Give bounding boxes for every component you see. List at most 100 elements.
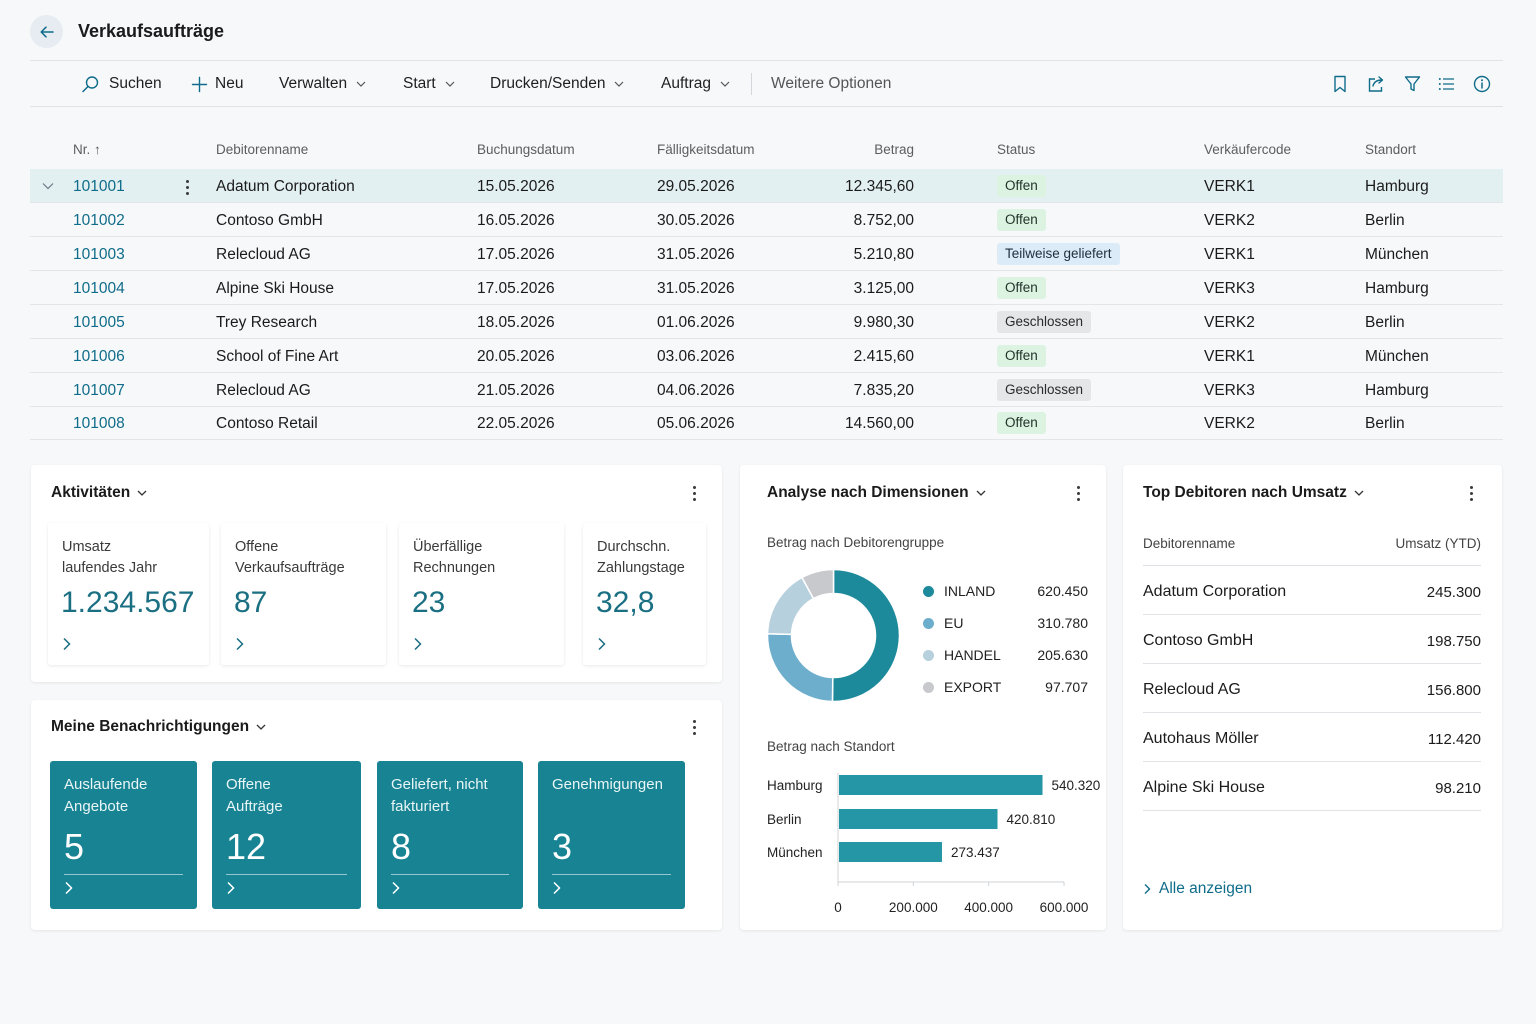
new-button[interactable]: Neu bbox=[191, 74, 243, 94]
table-row[interactable]: 101004 Alpine Ski House 17.05.2026 31.05… bbox=[30, 271, 1503, 305]
print-send-menu[interactable]: Drucken/Senden bbox=[490, 74, 625, 94]
print-send-label: Drucken/Senden bbox=[490, 75, 606, 92]
filter-icon bbox=[1404, 76, 1420, 92]
tile-value: 23 bbox=[412, 586, 446, 619]
activities-title[interactable]: Aktivitäten bbox=[51, 484, 148, 502]
bookmark-button[interactable] bbox=[1330, 74, 1350, 94]
customer-sales: 98.210 bbox=[1435, 780, 1481, 797]
table-row[interactable]: 101001 Adatum Corporation 15.05.2026 29.… bbox=[30, 169, 1503, 203]
legend-item[interactable]: EU 310.780 bbox=[923, 615, 1088, 635]
list-item[interactable]: Autohaus Möller 112.420 bbox=[1143, 713, 1481, 762]
tile-value: 8 bbox=[391, 826, 412, 867]
list-item[interactable]: Relecloud AG 156.800 bbox=[1143, 664, 1481, 713]
order-number-link[interactable]: 101005 bbox=[73, 314, 125, 331]
top-customers-title[interactable]: Top Debitoren nach Umsatz bbox=[1143, 484, 1365, 502]
chevron-down-icon[interactable] bbox=[42, 181, 54, 191]
amount: 14.560,00 bbox=[845, 415, 914, 432]
x-tick-label: 400.000 bbox=[964, 900, 1013, 915]
posting-date: 18.05.2026 bbox=[477, 314, 555, 331]
donut-legend: INLAND 620.450 EU 310.780 HANDEL 205.630 EXPOR… bbox=[923, 583, 1088, 695]
column-header-salesperson[interactable]: Verkäufercode bbox=[1204, 142, 1292, 157]
tile-value: 5 bbox=[64, 826, 85, 867]
notification-tile-approvals[interactable]: Genehmigungen 3 bbox=[538, 761, 685, 909]
notification-tile-shipped-not-invoiced[interactable]: Geliefert, nicht fakturiert 8 bbox=[377, 761, 523, 909]
start-menu[interactable]: Start bbox=[403, 74, 456, 94]
analysis-title[interactable]: Analyse nach Dimensionen bbox=[767, 484, 987, 502]
donut-slice-export[interactable] bbox=[800, 568, 835, 600]
table-row[interactable]: 101002 Contoso GmbH 16.05.2026 30.05.202… bbox=[30, 203, 1503, 237]
legend-item[interactable]: EXPORT 97.707 bbox=[923, 679, 1088, 699]
due-date: 04.06.2026 bbox=[657, 382, 735, 399]
manage-menu[interactable]: Verwalten bbox=[279, 74, 367, 94]
legend-item[interactable]: HANDEL 205.630 bbox=[923, 647, 1088, 667]
more-options-button[interactable]: Weitere Optionen bbox=[771, 74, 891, 94]
notifications-menu-button[interactable] bbox=[691, 720, 697, 735]
salesperson-code: VERK2 bbox=[1204, 415, 1255, 432]
legend-value: 97.707 bbox=[1045, 679, 1088, 695]
order-number-link[interactable]: 101002 bbox=[73, 212, 125, 229]
table-row[interactable]: 101005 Trey Research 18.05.2026 01.06.20… bbox=[30, 305, 1503, 339]
row-actions-button[interactable] bbox=[184, 180, 190, 195]
share-button[interactable] bbox=[1366, 74, 1386, 94]
column-header-amount[interactable]: Betrag bbox=[874, 142, 914, 157]
legend-item[interactable]: INLAND 620.450 bbox=[923, 583, 1088, 603]
list-item[interactable]: Alpine Ski House 98.210 bbox=[1143, 762, 1481, 811]
bar-2[interactable] bbox=[839, 842, 942, 862]
activity-tile-open-orders[interactable]: Offene Verkaufsaufträge 87 bbox=[221, 523, 386, 665]
x-tick-label: 0 bbox=[834, 900, 842, 915]
status-badge: Offen bbox=[997, 345, 1046, 367]
column-header-customer[interactable]: Debitorenname bbox=[216, 142, 309, 157]
list-item[interactable]: Contoso GmbH 198.750 bbox=[1143, 615, 1481, 664]
bar-0[interactable] bbox=[839, 775, 1043, 795]
tile-label: Genehmigungen bbox=[552, 776, 663, 793]
notifications-title[interactable]: Meine Benachrichtigungen bbox=[51, 718, 267, 736]
notification-tile-expiring-quotes[interactable]: Auslaufende Angebote 5 bbox=[50, 761, 197, 909]
order-number-link[interactable]: 101003 bbox=[73, 246, 125, 263]
column-header-status[interactable]: Status bbox=[997, 142, 1036, 157]
order-number-link[interactable]: 101007 bbox=[73, 382, 125, 399]
chevron-right-icon bbox=[414, 637, 422, 651]
donut-slice-inland[interactable] bbox=[831, 568, 901, 703]
order-number-link[interactable]: 101004 bbox=[73, 280, 125, 297]
table-row[interactable]: 101006 School of Fine Art 20.05.2026 03.… bbox=[30, 339, 1503, 373]
list-view-button[interactable] bbox=[1436, 74, 1456, 94]
info-button[interactable] bbox=[1472, 74, 1492, 94]
table-row[interactable]: 101007 Relecloud AG 21.05.2026 04.06.202… bbox=[30, 373, 1503, 407]
salesperson-code: VERK1 bbox=[1204, 246, 1255, 263]
posting-date: 20.05.2026 bbox=[477, 348, 555, 365]
column-header-posting-date[interactable]: Buchungsdatum bbox=[477, 142, 575, 157]
back-button[interactable] bbox=[30, 15, 63, 48]
activity-tile-overdue-invoices[interactable]: Überfällige Rechnungen 23 bbox=[399, 523, 564, 665]
column-header-number[interactable]: Nr. ↑ bbox=[73, 142, 101, 157]
due-date: 31.05.2026 bbox=[657, 280, 735, 297]
bar-1[interactable] bbox=[839, 809, 998, 829]
activities-menu-button[interactable] bbox=[691, 486, 697, 501]
order-number-link[interactable]: 101008 bbox=[73, 415, 125, 432]
activity-tile-avg-payment-days[interactable]: Durchschn. Zahlungstage 32,8 bbox=[583, 523, 706, 665]
column-header-location[interactable]: Standort bbox=[1365, 142, 1417, 157]
salesperson-code: VERK2 bbox=[1204, 314, 1255, 331]
filter-button[interactable] bbox=[1402, 74, 1422, 94]
table-row[interactable]: 101003 Relecloud AG 17.05.2026 31.05.202… bbox=[30, 237, 1503, 271]
location: München bbox=[1365, 246, 1429, 263]
column-header-due-date[interactable]: Fälligkeitsdatum bbox=[657, 142, 755, 157]
order-number-link[interactable]: 101001 bbox=[73, 178, 125, 195]
list-item[interactable]: Adatum Corporation 245.300 bbox=[1143, 566, 1481, 615]
show-all-link[interactable]: Alle anzeigen bbox=[1143, 880, 1252, 898]
show-all-label: Alle anzeigen bbox=[1159, 880, 1253, 897]
search-label: Suchen bbox=[109, 75, 162, 92]
donut-slice-eu[interactable] bbox=[766, 632, 834, 703]
order-number-link[interactable]: 101006 bbox=[73, 348, 125, 365]
notification-tile-open-orders[interactable]: Offene Aufträge 12 bbox=[212, 761, 361, 909]
search-button[interactable]: Suchen bbox=[81, 74, 162, 94]
order-menu[interactable]: Auftrag bbox=[661, 74, 731, 94]
chevron-right-icon bbox=[392, 881, 400, 895]
analysis-menu-button[interactable] bbox=[1075, 486, 1081, 501]
search-icon bbox=[82, 75, 99, 92]
toolbar-divider bbox=[30, 106, 1503, 107]
top-customers-menu-button[interactable] bbox=[1468, 486, 1474, 501]
table-row[interactable]: 101008 Contoso Retail 22.05.2026 05.06.2… bbox=[30, 406, 1503, 440]
top-customers-title-text: Top Debitoren nach Umsatz bbox=[1143, 484, 1347, 501]
activity-tile-sales-ytd[interactable]: Umsatz laufendes Jahr 1.234.567 bbox=[48, 523, 209, 665]
manage-label: Verwalten bbox=[279, 75, 348, 92]
